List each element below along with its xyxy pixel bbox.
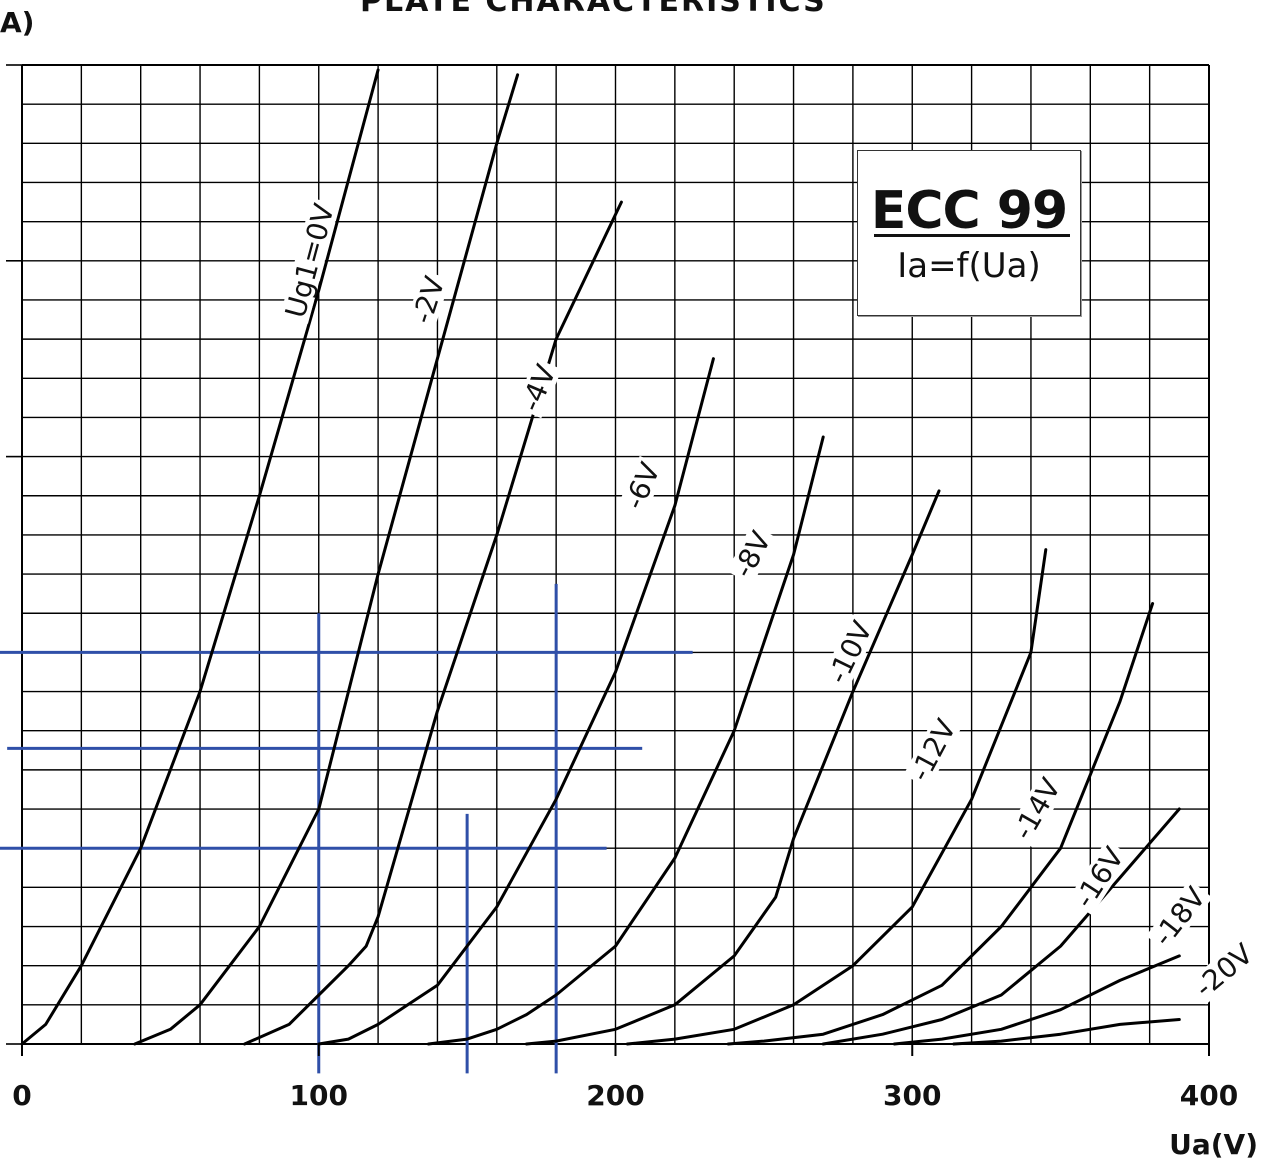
curve-series-9 [892,954,1181,1046]
curve-label-group: -8V [726,524,778,585]
curve-series-2 [243,200,623,1046]
x-tick-label: 0 [12,1079,31,1112]
curve-series-8 [821,807,1181,1046]
legend-function: Ia=f(Ua) [897,246,1041,286]
x-tick-label: 300 [883,1079,941,1112]
tube-name: ECC 99 [870,181,1068,241]
curve-series-10 [952,1018,1181,1046]
curve-label-background [406,270,451,330]
curve-label-background [1146,879,1213,954]
tube-legend-box: ECC 99 Ia=f(Ua) [857,150,1081,316]
curve-series-5 [525,489,941,1046]
x-axis-ticks: 0 100 200 300 400 [12,1044,1238,1112]
curve-label-background [1006,771,1068,847]
x-tick-label: 400 [1180,1079,1238,1112]
curve-label-background [279,197,340,324]
curve-series-3 [317,357,715,1046]
curve-label: -2V [406,273,452,328]
curve-label-background [726,524,778,585]
curve-label-background [1187,936,1261,1005]
curve-labels: Ug1=0V -2V-4V-6V-8V-10V-12V-14V-16V-18V-2… [279,197,1261,1005]
curve-label-group: -18V [1146,879,1213,954]
x-tick-label: 200 [586,1079,644,1112]
curve-label-group: -20V [1187,936,1261,1005]
curve-label-group: -6V [618,455,667,517]
panel-label: A) [0,6,35,39]
curve-label-background [514,358,563,419]
chart-title: PLATE CHARACTERISTICS [360,0,827,19]
curve-series-0 [20,68,380,1046]
curve-series-6 [625,548,1048,1046]
x-axis-label: Ua(V) [1169,1128,1258,1161]
curve-label-background [903,712,963,789]
curve-series-7 [726,602,1155,1046]
curve-label-group: -16V [1067,839,1131,916]
curve-label-background [1067,839,1131,916]
annotation-lines [0,583,693,1074]
curve-label-background [821,614,879,691]
curve-label-background [618,455,667,517]
curve-series-4 [427,435,825,1046]
curve-series [20,68,1181,1046]
tube-name-underline [874,234,1070,237]
curve-series-1 [133,73,520,1046]
x-tick-label: 100 [290,1079,348,1112]
curve-label-group: -2V [406,270,452,330]
curve-label-group: -12V [903,712,963,789]
